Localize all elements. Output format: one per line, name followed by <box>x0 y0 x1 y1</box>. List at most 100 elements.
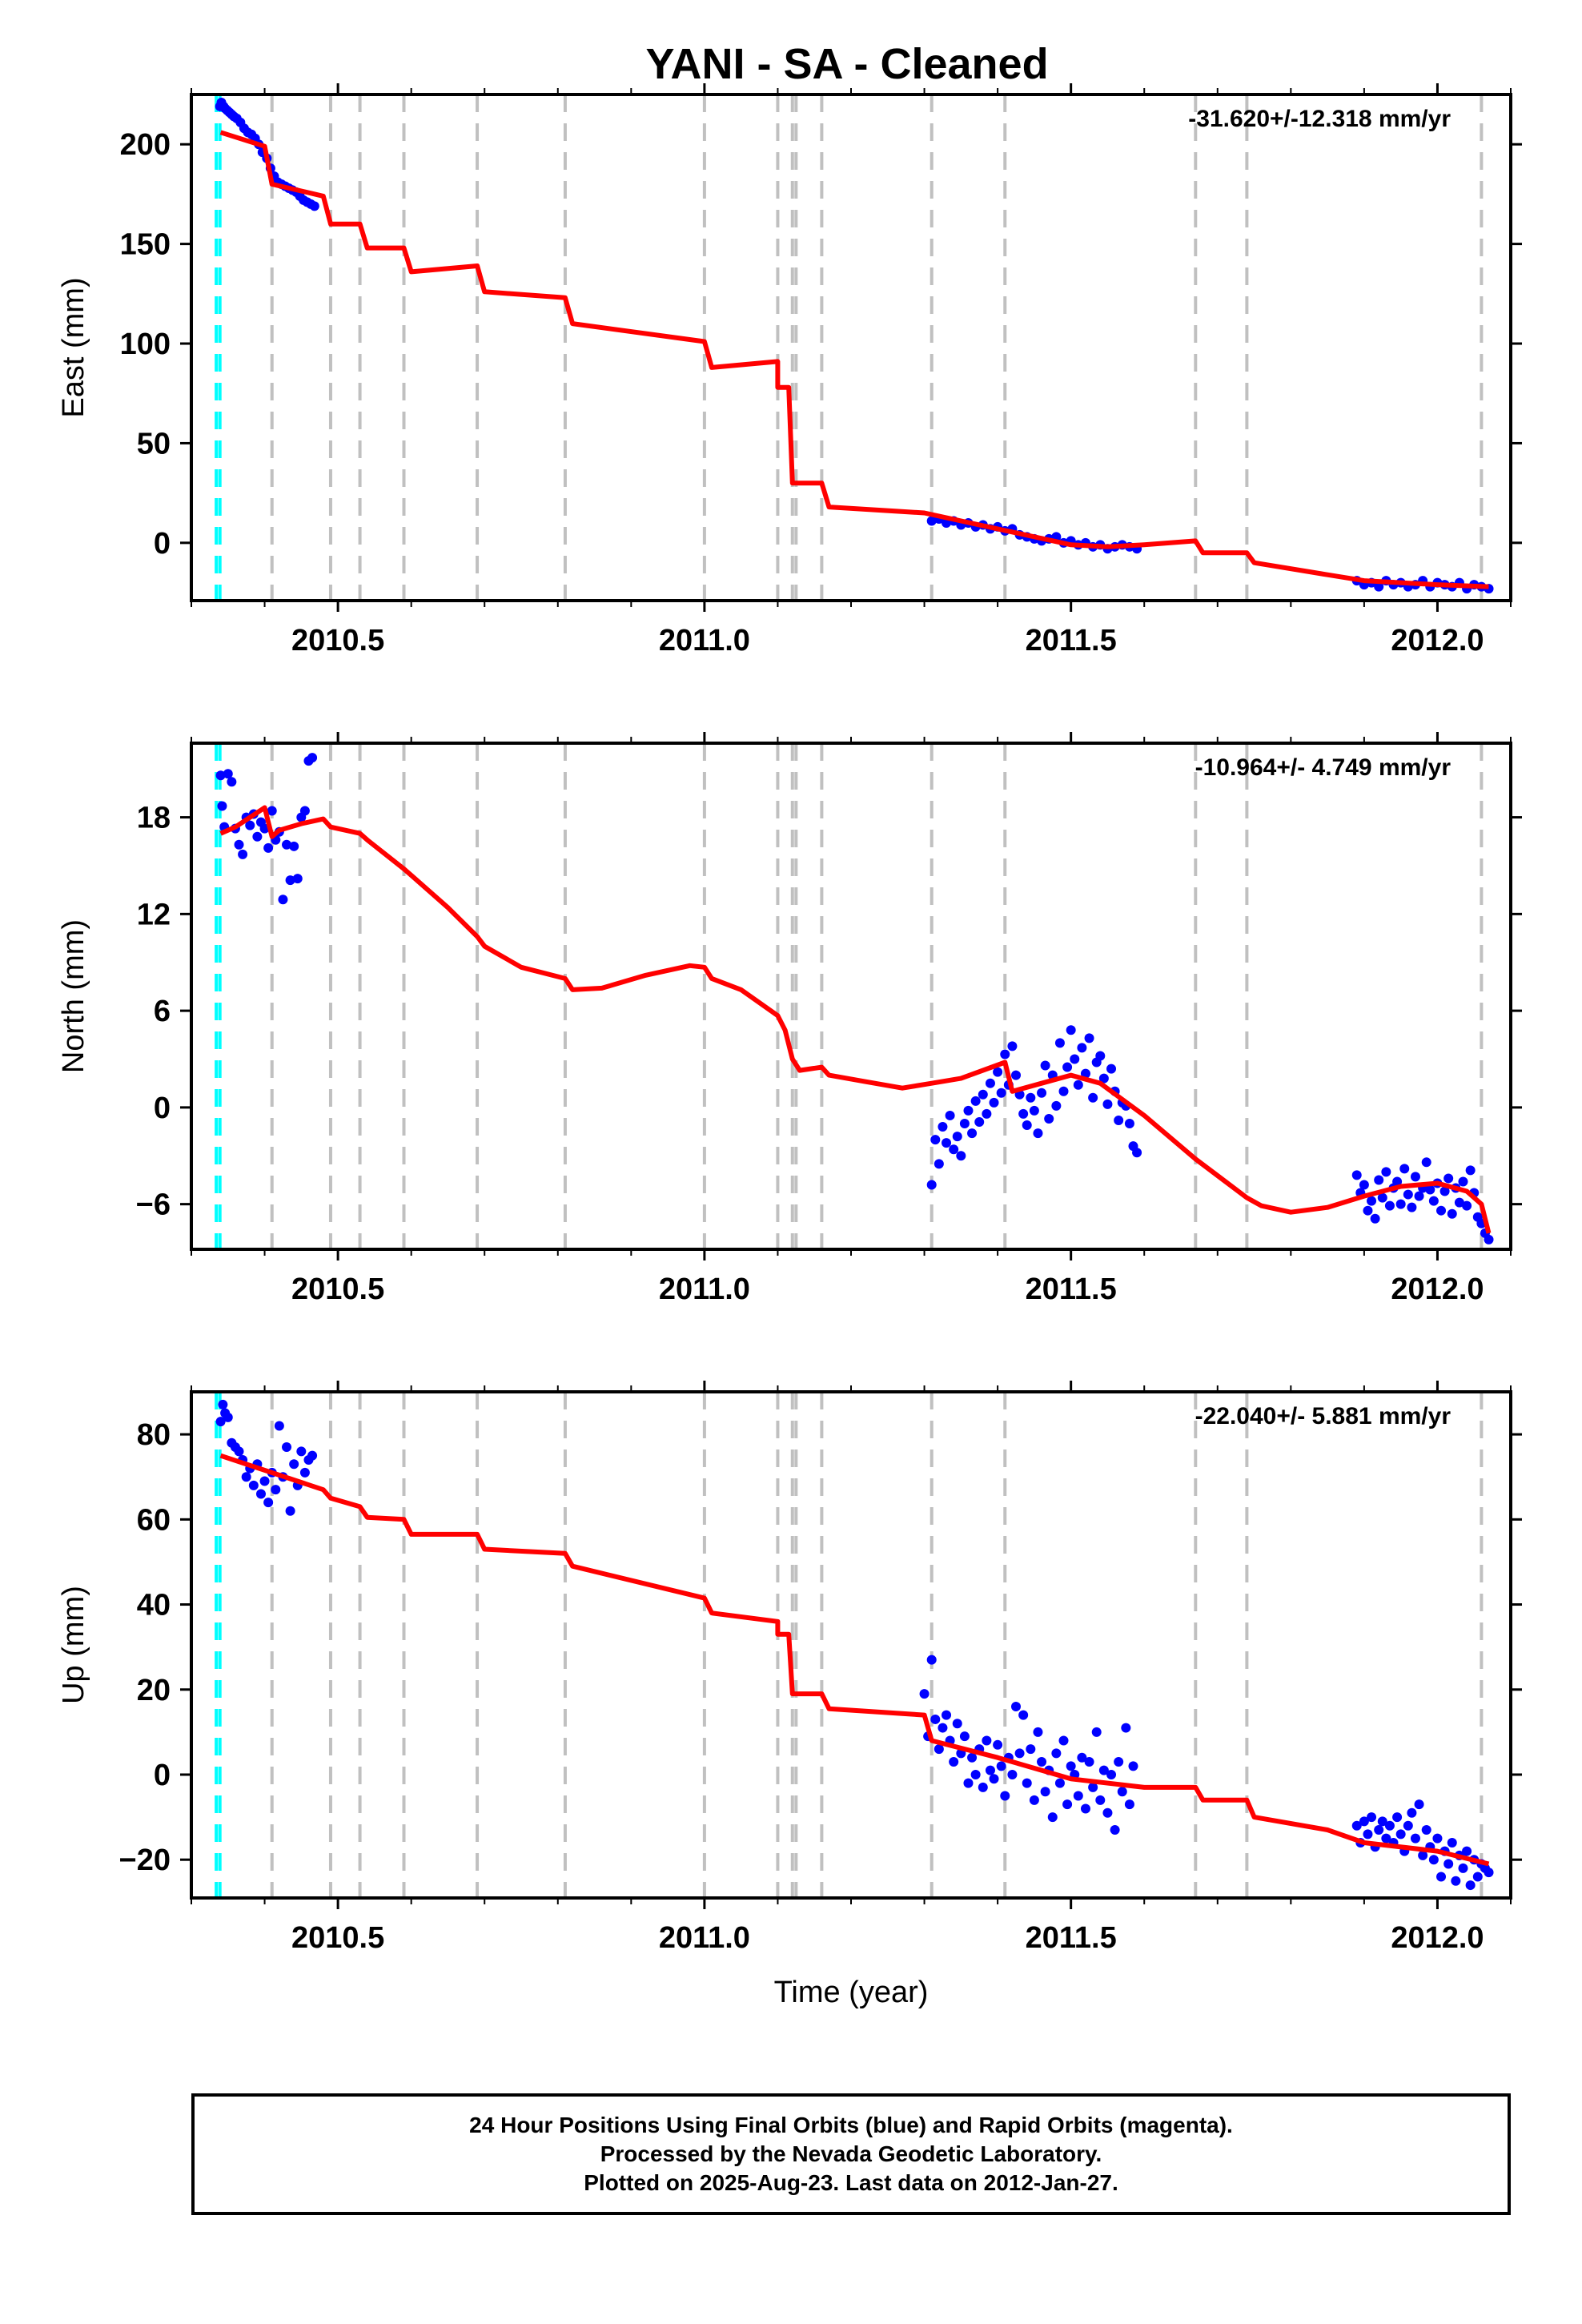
up-point-1-3 <box>930 1714 941 1724</box>
north-point-2-21 <box>1428 1196 1439 1206</box>
north-point-2-36 <box>1484 1234 1494 1244</box>
up-point-2-11 <box>1392 1812 1403 1823</box>
north-point-0-15 <box>267 806 277 816</box>
north-point-0-3 <box>223 769 233 779</box>
up-point-2-31 <box>1465 1880 1476 1891</box>
up-point-1-35 <box>1047 1812 1058 1823</box>
up-point-1-42 <box>1073 1791 1083 1801</box>
north-point-1-8 <box>956 1151 966 1161</box>
north-point-2-26 <box>1447 1208 1457 1219</box>
north-point-1-10 <box>963 1105 974 1116</box>
north-point-1-1 <box>930 1135 941 1145</box>
up-point-1-16 <box>978 1782 988 1792</box>
up-point-1-49 <box>1098 1765 1109 1775</box>
up-panel: 2010.5 2011.0 2011.5 2012.0 −20 0 20 40 60 80 Up (… <box>57 1381 1522 2009</box>
north-point-0-4 <box>227 777 237 787</box>
up-point-1-13 <box>967 1752 978 1763</box>
north-point-1-37 <box>1062 1062 1073 1072</box>
up-point-1-26 <box>1014 1748 1025 1759</box>
north-point-1-30 <box>1037 1088 1047 1098</box>
up-ytick-label-1: 0 <box>154 1759 171 1792</box>
north-point-2-13 <box>1399 1164 1410 1174</box>
north-point-0-11 <box>252 831 263 842</box>
north-point-1-27 <box>1026 1092 1036 1103</box>
north-point-0-0 <box>215 770 226 781</box>
up-ytick-label-5: 80 <box>137 1418 171 1452</box>
up-ytick-label-2: 20 <box>137 1674 171 1707</box>
up-xtick-label-2: 2011.5 <box>1026 1921 1117 1955</box>
up-point-1-51 <box>1106 1769 1117 1779</box>
up-ytick-label-4: 60 <box>137 1503 171 1537</box>
up-point-2-23 <box>1436 1872 1447 1882</box>
east-ytick-label-0: 0 <box>154 527 171 561</box>
up-point-2-27 <box>1451 1876 1461 1886</box>
up-point-2-26 <box>1447 1837 1457 1848</box>
up-point-1-56 <box>1124 1799 1134 1810</box>
east-point-2-3 <box>1374 581 1384 592</box>
up-point-0-6 <box>234 1446 244 1457</box>
north-point-1-56 <box>1132 1148 1142 1158</box>
north-point-1-32 <box>1044 1113 1054 1124</box>
up-point-1-30 <box>1029 1795 1039 1805</box>
up-point-1-0 <box>919 1689 930 1699</box>
east-ytick-label-1: 50 <box>137 427 171 460</box>
chart-title: YANI - SA - Cleaned <box>645 40 1048 88</box>
up-point-1-38 <box>1058 1735 1069 1746</box>
north-point-0-24 <box>299 806 310 816</box>
north-xtick-label-0: 2010.5 <box>291 1273 384 1306</box>
up-point-2-0 <box>1351 1820 1362 1831</box>
north-point-1-19 <box>996 1088 1006 1098</box>
up-point-2-14 <box>1403 1820 1413 1831</box>
north-point-0-26 <box>307 753 318 763</box>
north-point-0-18 <box>278 895 288 905</box>
up-point-1-18 <box>985 1765 995 1775</box>
up-point-2-7 <box>1377 1816 1387 1827</box>
north-point-1-11 <box>967 1128 978 1139</box>
north-point-0-19 <box>282 839 292 850</box>
north-point-0-7 <box>238 849 248 859</box>
up-point-1-20 <box>993 1739 1003 1750</box>
north-point-1-2 <box>934 1159 944 1169</box>
up-point-2-15 <box>1407 1807 1417 1818</box>
up-point-1-21 <box>996 1761 1006 1771</box>
north-point-1-39 <box>1070 1054 1080 1064</box>
north-point-2-30 <box>1462 1200 1472 1211</box>
north-point-0-14 <box>263 842 274 853</box>
north-point-1-12 <box>970 1096 981 1106</box>
north-point-1-20 <box>1000 1049 1010 1059</box>
up-point-0-8 <box>241 1472 251 1482</box>
north-point-1-43 <box>1084 1033 1094 1043</box>
up-point-1-19 <box>989 1774 999 1784</box>
up-point-1-37 <box>1054 1778 1065 1788</box>
north-point-1-38 <box>1066 1025 1076 1035</box>
north-point-1-48 <box>1102 1099 1113 1109</box>
up-point-1-45 <box>1084 1757 1094 1767</box>
north-point-1-23 <box>1011 1070 1021 1080</box>
up-point-0-20 <box>285 1506 295 1516</box>
north-point-1-44 <box>1088 1092 1098 1103</box>
north-plot-area <box>215 743 1494 1249</box>
up-point-2-2 <box>1359 1816 1369 1827</box>
north-point-1-5 <box>945 1110 955 1120</box>
up-point-2-6 <box>1374 1825 1384 1835</box>
up-point-1-8 <box>949 1757 959 1767</box>
up-point-1-24 <box>1007 1769 1018 1779</box>
north-point-2-20 <box>1425 1184 1435 1195</box>
north-model-line <box>219 805 1492 1234</box>
up-point-0-0 <box>215 1417 226 1427</box>
north-panel: 2010.5 2011.0 2011.5 2012.0 −6 0 6 12 18 North (m… <box>57 732 1522 1306</box>
up-xtick-label-3: 2012.0 <box>1391 1921 1484 1955</box>
east-xtick-label-3: 2012.0 <box>1391 624 1484 657</box>
up-point-0-10 <box>248 1480 259 1490</box>
north-xtick-label-3: 2012.0 <box>1391 1273 1484 1306</box>
north-point-1-14 <box>978 1089 988 1100</box>
up-point-1-9 <box>952 1719 962 1729</box>
north-point-1-34 <box>1051 1100 1062 1111</box>
north-point-1-28 <box>1029 1105 1039 1116</box>
up-point-1-6 <box>942 1710 952 1720</box>
footer-box: 24 Hour Positions Using Final Orbits (bl… <box>191 2093 1511 2215</box>
north-point-2-19 <box>1421 1157 1431 1168</box>
east-xtick-label-1: 2011.0 <box>659 624 750 657</box>
north-ytick-label-4: 18 <box>137 802 171 835</box>
up-point-2-8 <box>1381 1833 1391 1844</box>
